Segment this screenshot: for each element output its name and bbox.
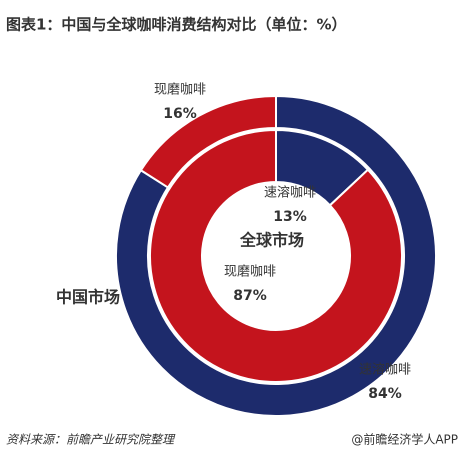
donut-segment xyxy=(149,128,403,383)
chart-title: 图表1：中国与全球咖啡消费结构对比（单位：%） xyxy=(6,16,346,34)
series-name: 中国市场 xyxy=(56,288,120,307)
category-label: 现磨咖啡 xyxy=(224,265,276,280)
source-note: 资料来源：前瞻产业研究院整理 xyxy=(6,433,176,447)
series-name: 全球市场 xyxy=(239,231,304,250)
category-label: 速溶咖啡 xyxy=(264,186,316,201)
value-label: 84% xyxy=(368,386,402,402)
donut-segment xyxy=(115,94,437,417)
category-label: 速溶咖啡 xyxy=(359,363,411,378)
value-label: 13% xyxy=(273,209,307,225)
credit: @前瞻经济学人APP xyxy=(351,432,458,447)
donut-segment xyxy=(139,94,277,189)
value-label: 16% xyxy=(163,106,197,122)
category-label: 现磨咖啡 xyxy=(154,83,206,98)
value-label: 87% xyxy=(233,288,267,304)
